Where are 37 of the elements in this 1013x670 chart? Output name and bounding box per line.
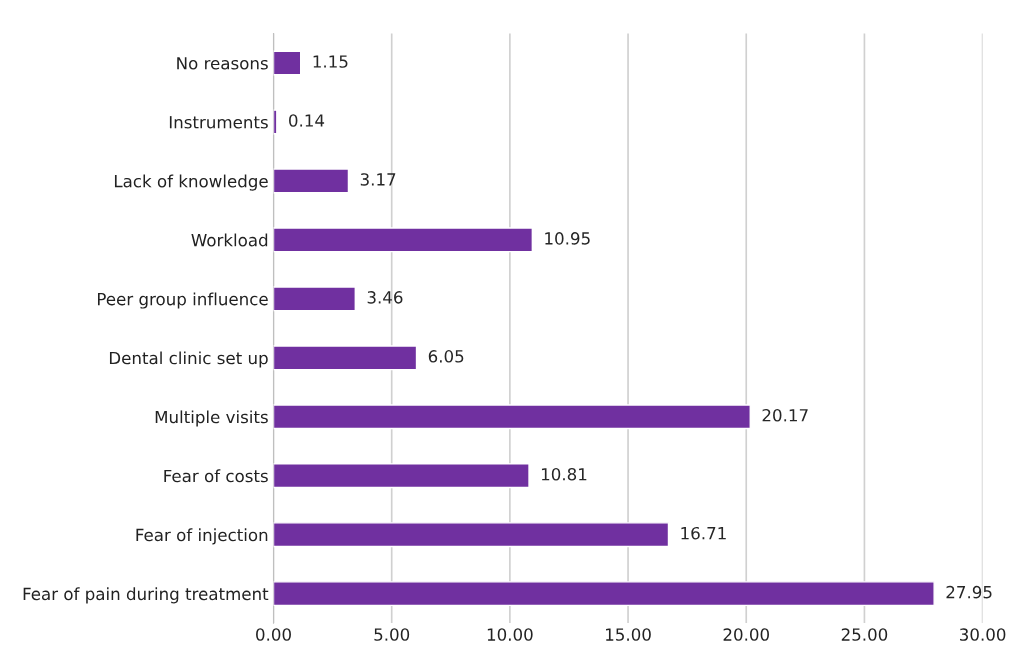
bar bbox=[273, 404, 751, 430]
data-label: 6.05 bbox=[428, 350, 464, 363]
y-tick-label: Workload bbox=[191, 233, 268, 247]
data-label: 1.15 bbox=[313, 55, 348, 68]
data-label: 3.46 bbox=[367, 291, 403, 304]
bar bbox=[273, 286, 356, 312]
bar bbox=[273, 345, 418, 371]
y-tick-label: Peer group influence bbox=[98, 292, 268, 309]
x-tick-label: 5.00 bbox=[374, 628, 410, 641]
data-label: 16.71 bbox=[681, 526, 726, 540]
bar bbox=[273, 227, 534, 253]
data-label: 20.17 bbox=[762, 408, 808, 422]
data-label: 10.95 bbox=[545, 232, 590, 245]
y-tick-label: Lack of knowledge bbox=[114, 174, 268, 191]
data-label: 0.14 bbox=[289, 114, 325, 127]
bar bbox=[273, 168, 350, 194]
x-tick-label: 20.00 bbox=[723, 628, 769, 641]
data-label: 10.81 bbox=[541, 467, 587, 481]
y-tick-label: Fear of pain during treatment bbox=[23, 587, 269, 604]
bar bbox=[273, 581, 935, 607]
bar bbox=[273, 50, 302, 76]
x-tick-label: 10.00 bbox=[487, 628, 533, 641]
y-tick-label: Dental clinic set up bbox=[109, 351, 268, 368]
bar bbox=[273, 463, 530, 489]
y-tick-label: Instruments bbox=[169, 116, 268, 129]
data-label: 3.17 bbox=[360, 173, 396, 186]
bar bbox=[273, 109, 278, 135]
y-tick-label: Fear of costs bbox=[164, 469, 268, 483]
bar bbox=[273, 522, 670, 548]
x-tick-label: 30.00 bbox=[960, 628, 1006, 641]
data-label: 27.95 bbox=[946, 585, 992, 599]
x-tick-label: 15.00 bbox=[606, 628, 651, 641]
x-tick-label: 0.00 bbox=[256, 628, 291, 641]
y-tick-label: Multiple visits bbox=[155, 410, 268, 427]
x-tick-label: 25.00 bbox=[841, 628, 888, 641]
y-tick-label: No reasons bbox=[177, 57, 268, 70]
y-tick-label: Fear of injection bbox=[136, 528, 268, 545]
